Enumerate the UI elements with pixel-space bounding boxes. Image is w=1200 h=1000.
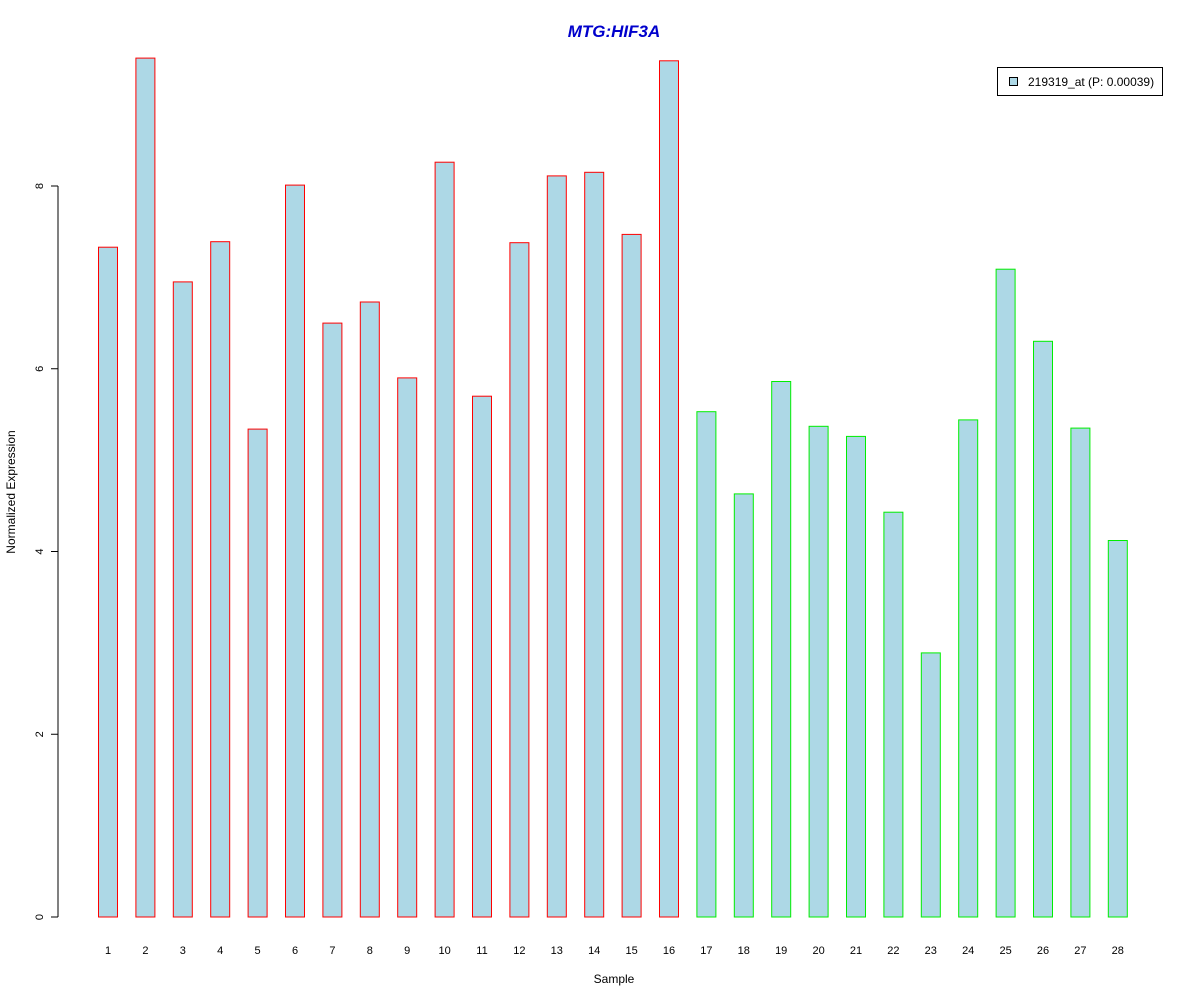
bar-sample-16 bbox=[659, 60, 679, 918]
bar-sample-19 bbox=[771, 381, 792, 918]
x-tick-label: 20 bbox=[812, 945, 824, 957]
x-tick-label: 2 bbox=[142, 945, 148, 957]
x-axis-ticks: 1 2 3 4 5 6 7 8 9 10 11 12 13 14 15 16 17 18 19 20 21 22 23 24 2… bbox=[105, 945, 1124, 957]
bar-sample-28 bbox=[1107, 540, 1128, 918]
x-tick-label: 9 bbox=[404, 945, 410, 957]
x-tick-label: 17 bbox=[700, 945, 712, 957]
bar-sample-5 bbox=[247, 428, 268, 918]
bar-sample-26 bbox=[1033, 340, 1053, 918]
bar-sample-23 bbox=[920, 652, 941, 918]
x-tick-label: 18 bbox=[738, 945, 750, 957]
x-tick-label: 22 bbox=[887, 945, 899, 957]
legend: 219319_at (P: 0.00039) bbox=[997, 67, 1163, 96]
x-tick-label: 24 bbox=[962, 945, 974, 957]
x-tick-label: 6 bbox=[292, 945, 298, 957]
x-tick-label: 1 bbox=[105, 945, 111, 957]
y-tick-label: 8 bbox=[34, 183, 46, 189]
x-tick-label: 13 bbox=[551, 945, 563, 957]
x-tick-label: 8 bbox=[367, 945, 373, 957]
bar-sample-24 bbox=[958, 419, 979, 918]
bar-sample-9 bbox=[397, 377, 418, 918]
x-tick-label: 16 bbox=[663, 945, 675, 957]
x-tick-label: 10 bbox=[438, 945, 450, 957]
y-tick-label: 4 bbox=[34, 548, 46, 554]
bar-sample-15 bbox=[621, 233, 642, 918]
bar-sample-3 bbox=[172, 281, 193, 918]
bar-sample-17 bbox=[696, 411, 717, 918]
x-tick-label: 12 bbox=[513, 945, 525, 957]
x-tick-label: 14 bbox=[588, 945, 600, 957]
y-axis-label: Normalized Expression bbox=[4, 430, 18, 553]
bar-sample-25 bbox=[995, 268, 1016, 918]
y-tick-label: 6 bbox=[34, 366, 46, 372]
bar-sample-6 bbox=[285, 184, 305, 918]
legend-swatch bbox=[1009, 77, 1018, 86]
x-axis-label: Sample bbox=[594, 972, 635, 986]
y-axis: 0 2 4 6 8 bbox=[34, 183, 58, 920]
bar-sample-22 bbox=[883, 511, 904, 918]
x-tick-label: 23 bbox=[925, 945, 937, 957]
x-tick-label: 19 bbox=[775, 945, 787, 957]
x-tick-label: 26 bbox=[1037, 945, 1049, 957]
bar-sample-18 bbox=[733, 493, 754, 918]
bar-sample-1 bbox=[98, 246, 118, 918]
legend-box bbox=[997, 67, 1163, 96]
bar-sample-20 bbox=[808, 425, 829, 918]
chart-title: MTG:HIF3A bbox=[568, 22, 661, 41]
x-tick-label: 7 bbox=[329, 945, 335, 957]
legend-label: 219319_at (P: 0.00039) bbox=[1028, 75, 1154, 89]
x-tick-label: 3 bbox=[180, 945, 186, 957]
x-tick-label: 25 bbox=[999, 945, 1011, 957]
bar-sample-2 bbox=[135, 57, 156, 918]
y-tick-label: 0 bbox=[34, 914, 46, 920]
x-tick-label: 27 bbox=[1074, 945, 1086, 957]
bar-sample-12 bbox=[509, 242, 530, 918]
bar-sample-14 bbox=[584, 171, 605, 918]
y-tick-label: 2 bbox=[34, 731, 46, 737]
x-tick-label: 5 bbox=[255, 945, 261, 957]
x-tick-label: 21 bbox=[850, 945, 862, 957]
bar-sample-4 bbox=[210, 241, 231, 918]
bar-sample-7 bbox=[322, 322, 343, 918]
bar-sample-27 bbox=[1070, 427, 1091, 918]
bar-sample-8 bbox=[359, 301, 380, 918]
bar-sample-11 bbox=[472, 395, 492, 918]
bar-sample-10 bbox=[434, 161, 455, 918]
bars bbox=[98, 57, 1128, 918]
bar-sample-21 bbox=[846, 435, 866, 918]
x-tick-label: 28 bbox=[1112, 945, 1124, 957]
bar-sample-13 bbox=[546, 175, 567, 918]
x-tick-label: 15 bbox=[625, 945, 637, 957]
x-tick-label: 11 bbox=[476, 945, 487, 957]
x-tick-label: 4 bbox=[217, 945, 223, 957]
